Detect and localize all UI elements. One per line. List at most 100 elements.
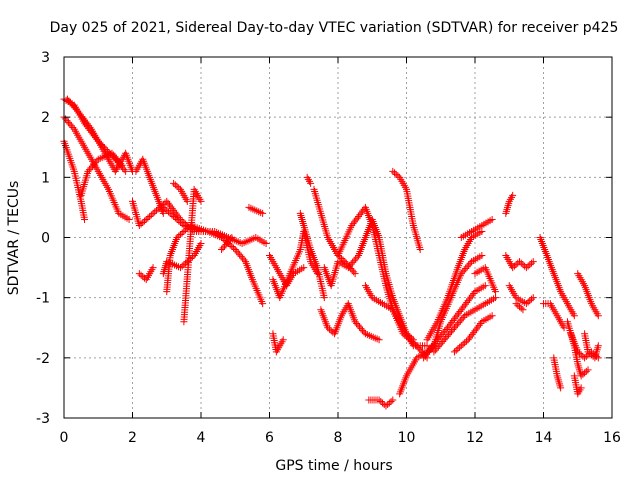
data-point — [375, 396, 383, 404]
data-point — [459, 304, 467, 312]
data-point — [115, 158, 123, 166]
data-point — [175, 217, 183, 225]
data-point — [528, 295, 536, 303]
data-point — [446, 320, 454, 328]
data-point — [512, 261, 520, 269]
y-tick-label: 1 — [41, 170, 50, 186]
data-point — [461, 339, 469, 347]
data-point — [139, 273, 147, 281]
data-point — [467, 293, 475, 301]
data-point — [175, 232, 183, 240]
data-point — [154, 205, 162, 213]
data-point — [350, 257, 358, 265]
data-point — [455, 319, 463, 327]
data-point — [391, 169, 399, 177]
data-point — [166, 209, 174, 217]
data-point — [151, 208, 159, 216]
y-tick-label: 3 — [41, 50, 50, 66]
data-point — [464, 336, 472, 344]
data-point — [183, 258, 191, 266]
data-point — [385, 399, 393, 407]
data-point — [404, 334, 412, 342]
data-point — [146, 212, 154, 220]
data-point — [222, 240, 230, 248]
data-point — [475, 321, 483, 329]
data-point — [118, 161, 126, 169]
data-point — [382, 402, 390, 410]
data-point — [526, 261, 534, 269]
data-point — [61, 115, 69, 123]
data-point — [423, 350, 431, 358]
data-point — [349, 258, 357, 266]
data-point — [465, 261, 473, 269]
data-point — [439, 338, 447, 346]
data-point — [456, 308, 464, 316]
data-point — [125, 215, 133, 223]
data-point — [140, 274, 148, 282]
data-point — [325, 325, 333, 333]
data-point — [176, 230, 184, 238]
data-point — [230, 244, 238, 252]
data-point — [416, 246, 424, 254]
data-point — [514, 301, 522, 309]
data-point — [420, 354, 428, 362]
data-point — [176, 218, 184, 226]
data-point — [453, 311, 461, 319]
data-point — [69, 102, 77, 110]
data-point — [171, 214, 179, 222]
data-point — [135, 221, 143, 229]
data-point — [379, 399, 387, 407]
data-point — [431, 346, 439, 354]
chart-title: Day 025 of 2021, Sidereal Day-to-day VTE… — [50, 20, 619, 36]
data-point — [459, 313, 467, 321]
data-point — [448, 327, 456, 335]
data-point — [577, 372, 585, 380]
data-point — [575, 349, 583, 357]
data-point — [109, 151, 117, 159]
data-point — [509, 264, 517, 272]
data-point — [66, 120, 74, 128]
data-point — [347, 260, 355, 268]
data-point — [394, 172, 402, 180]
data-point — [84, 167, 92, 175]
data-point — [90, 160, 98, 168]
data-point — [560, 324, 568, 332]
data-point — [147, 211, 155, 219]
data-point — [167, 203, 175, 211]
data-point — [219, 244, 227, 252]
data-point — [528, 259, 536, 267]
data-point — [176, 264, 184, 272]
data-point — [594, 312, 602, 320]
data-point — [78, 113, 86, 121]
data-point — [83, 120, 91, 128]
data-point — [300, 264, 308, 272]
data-point — [171, 181, 179, 189]
data-point — [122, 167, 130, 175]
data-point — [197, 240, 205, 248]
data-point — [517, 304, 525, 312]
data-point — [399, 330, 407, 338]
data-point — [457, 342, 465, 350]
x-tick-label: 4 — [197, 430, 206, 446]
x-tick-label: 2 — [128, 430, 137, 446]
data-point — [442, 334, 450, 342]
data-point — [225, 237, 233, 245]
data-point — [352, 255, 360, 263]
data-point — [140, 217, 148, 225]
data-point — [524, 262, 532, 270]
data-point — [152, 206, 160, 214]
data-point — [163, 206, 171, 214]
data-point — [114, 156, 122, 164]
data-point — [168, 205, 176, 213]
data-point — [466, 259, 474, 267]
data-point — [183, 197, 191, 205]
data-point — [389, 396, 397, 404]
data-point — [357, 325, 365, 333]
data-point — [64, 118, 72, 126]
data-point — [445, 322, 453, 330]
data-point — [586, 349, 594, 357]
data-point — [524, 298, 532, 306]
data-point — [430, 348, 438, 356]
data-point — [351, 270, 359, 278]
data-point — [468, 330, 476, 338]
